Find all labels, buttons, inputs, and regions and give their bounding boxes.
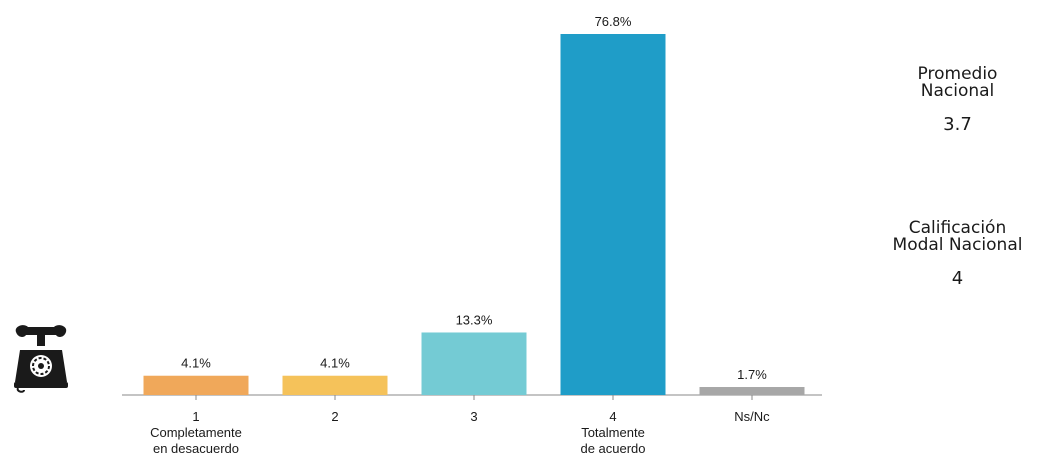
bar-3: [560, 34, 666, 395]
category-label-1: 2: [331, 409, 338, 424]
promedio-value: 3.7: [943, 114, 972, 135]
category-label-0: 1 Completamente en desacuerdo: [150, 409, 242, 456]
category-label-4: Ns/Nc: [734, 409, 770, 424]
bar-1: [282, 375, 388, 395]
telephone-icon: [14, 325, 68, 393]
promedio-title-line2: Nacional: [920, 81, 995, 101]
value-label-0: 4.1%: [181, 356, 211, 371]
modal-value: 4: [951, 268, 964, 289]
promedio-nacional-block: Promedio Nacional 3.7: [880, 64, 1035, 136]
bar-0: [143, 375, 249, 395]
value-label-4: 1.7%: [737, 367, 767, 382]
calificacion-modal-block: Calificación Modal Nacional 4: [880, 218, 1035, 290]
category-label-3: 4 Totalmente de acuerdo: [580, 409, 645, 456]
modal-title-line2: Modal Nacional: [892, 235, 1023, 255]
bar-chart: 4.1% 1 Completamente en desacuerdo 4.1% 2 13.3…: [122, 14, 822, 456]
category-label-2: 3: [470, 409, 477, 424]
value-label-1: 4.1%: [320, 356, 350, 371]
modal-title-line1: Calificación: [908, 218, 1007, 238]
value-label-3: 76.8%: [595, 14, 632, 29]
value-label-2: 13.3%: [456, 312, 493, 327]
bar-2: [421, 332, 527, 395]
bar-4: [699, 387, 805, 395]
promedio-title-line1: Promedio: [917, 64, 998, 84]
